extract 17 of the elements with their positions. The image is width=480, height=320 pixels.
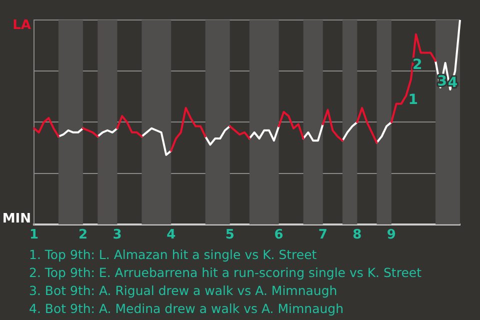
text: 2. Top 9th: E. Arruebarrena hit a run-scoring single vs K. Street	[29, 264, 422, 282]
x-tick-label: 6	[274, 228, 284, 243]
x-tick-label: 3	[112, 228, 122, 243]
x-tick-label: 8	[352, 228, 362, 243]
text: 3. Bot 9th: A. Rigual drew a walk vs A. Mimnaugh	[29, 282, 338, 300]
x-tick-label: 4	[166, 228, 176, 243]
annotation: 2	[412, 56, 422, 73]
annotation: 1	[408, 92, 418, 108]
text: 4. Bot 9th: A. Medina drew a walk vs A. Mimnaugh	[29, 300, 345, 318]
x-tick-label: 7	[318, 228, 328, 243]
x-tick-label: 9	[386, 228, 396, 243]
text: LA	[12, 18, 31, 33]
text: MIN	[2, 211, 31, 226]
x-tick-label: 5	[225, 228, 234, 243]
x-tick-label: 2	[78, 228, 88, 243]
x-tick-label: 1	[29, 228, 39, 243]
text: 1. Top 9th: L. Almazan hit a single vs K. Street	[29, 246, 318, 264]
